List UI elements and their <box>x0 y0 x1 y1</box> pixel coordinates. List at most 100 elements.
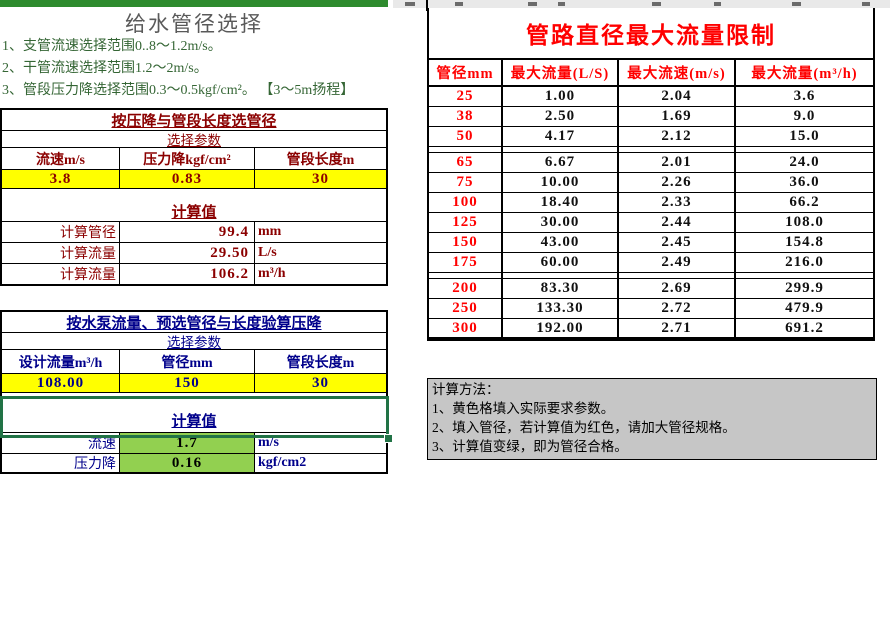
spacer-row <box>2 188 386 201</box>
calc-value: 99.4 <box>119 222 254 242</box>
limit-cell: 200 <box>452 280 478 296</box>
limit-col-header-maxvelocity: 最大流速(m/s) <box>617 60 734 85</box>
calc-unit: m³/h <box>254 264 386 284</box>
limit-cell: 299.9 <box>734 279 873 298</box>
limit-cell: 43.00 <box>501 233 617 252</box>
green-selection-bar <box>0 0 388 7</box>
limit-cell: 2.01 <box>617 153 734 172</box>
limit-cell: 133.30 <box>501 299 617 318</box>
limit-gap-row <box>429 273 873 279</box>
calc-flow-ls-row: 计算流量 29.50 L/s <box>2 242 386 263</box>
limit-row: 200 83.30 2.69 299.9 <box>429 279 873 299</box>
limit-cell: 1.00 <box>501 87 617 106</box>
limit-cell: 2.50 <box>501 107 617 126</box>
calc-pressure-row: 压力降 0.16 kgf/cm2 <box>2 453 386 472</box>
limit-row: 175 60.00 2.49 216.0 <box>429 253 873 273</box>
table-title: 按水泵流量、预选管径与长度验算压降 <box>66 315 322 332</box>
limit-cell: 6.67 <box>501 153 617 172</box>
limit-cell: 24.0 <box>734 153 873 172</box>
limit-cell-empty <box>617 273 734 278</box>
limit-cell: 2.72 <box>617 299 734 318</box>
limit-cell: 2.45 <box>617 233 734 252</box>
calc-unit: mm <box>254 222 386 242</box>
limit-cell: 65 <box>456 154 474 170</box>
limit-row: 50 4.17 2.12 15.0 <box>429 127 873 147</box>
col-header-velocity: 流速m/s <box>36 152 85 168</box>
calc-value: 29.50 <box>119 243 254 263</box>
method-box: 计算方法： 1、黄色格填入实际要求参数。 2、填入管径，若计算值为红色，请加大管… <box>427 378 877 460</box>
limit-cell-empty <box>734 147 873 152</box>
limit-cell: 250 <box>452 300 478 316</box>
calc-velocity-row: 流速 1.7 m/s <box>2 432 386 453</box>
calc-label: 计算流量 <box>60 247 116 262</box>
table-title: 按压降与管段长度选管径 <box>111 113 277 130</box>
limit-cell: 18.40 <box>501 193 617 212</box>
page-title: 给水管径选择 <box>125 12 263 36</box>
limit-cell: 2.33 <box>617 193 734 212</box>
col-header-length: 管段长度m <box>254 148 386 169</box>
col-header-length: 管段长度m <box>254 350 386 373</box>
input-design-flow[interactable]: 108.00 <box>2 374 119 392</box>
calc-title: 计算值 <box>2 392 386 432</box>
param-subtitle: 选择参数 <box>2 130 386 148</box>
limit-cell-empty <box>429 147 501 152</box>
input-length[interactable]: 30 <box>254 170 386 188</box>
header-row: 设计流量m³/h 管径mm 管段长度m <box>2 349 386 373</box>
notes-block: 1、支管流速选择范围0..8～1.2m/s。 2、干管流速选择范围1.2～2m/… <box>2 36 354 102</box>
input-pressure-drop[interactable]: 0.83 <box>119 170 254 188</box>
limit-cell-empty <box>734 273 873 278</box>
limit-cell: 38 <box>456 108 474 124</box>
calc-diameter-row: 计算管径 99.4 mm <box>2 221 386 242</box>
limit-cell: 150 <box>452 234 478 250</box>
limit-cell: 30.00 <box>501 213 617 232</box>
limit-cell: 3.6 <box>734 87 873 106</box>
table-border-artifact <box>426 0 428 11</box>
limit-cell: 175 <box>452 254 478 270</box>
limit-cell: 50 <box>456 128 474 144</box>
note-line-1: 1、支管流速选择范围0..8～1.2m/s。 <box>2 39 222 54</box>
limit-row: 300 192.00 2.71 691.2 <box>429 319 873 339</box>
limit-cell: 479.9 <box>734 299 873 318</box>
calc-flow-m3h-row: 计算流量 106.2 m³/h <box>2 263 386 284</box>
limit-cell: 125 <box>452 214 478 230</box>
method-item-3: 3、计算值变绿，即为管径合格。 <box>432 439 628 454</box>
limit-gap-row <box>429 147 873 153</box>
col-header-design-flow: 设计流量m³/h <box>18 355 103 371</box>
strip-mark <box>528 2 537 6</box>
calc-label: 压力降 <box>74 457 116 472</box>
input-velocity[interactable]: 3.8 <box>2 170 119 188</box>
input-diameter[interactable]: 150 <box>119 374 254 392</box>
input-length[interactable]: 30 <box>254 374 386 392</box>
limit-col-header-maxflow-m3h: 最大流量(m³/h) <box>734 60 873 85</box>
limit-cell: 108.0 <box>734 213 873 232</box>
limit-row: 38 2.50 1.69 9.0 <box>429 107 873 127</box>
limit-cell: 2.12 <box>617 127 734 146</box>
header-row: 流速m/s 压力降kgf/cm² 管段长度m <box>2 147 386 169</box>
limit-cell: 2.44 <box>617 213 734 232</box>
calc-label: 流速 <box>88 437 116 452</box>
param-subtitle: 选择参数 <box>2 332 386 350</box>
limit-cell: 75 <box>456 174 474 190</box>
limit-cell: 2.04 <box>617 87 734 106</box>
limit-col-header-diameter: 管径mm <box>436 66 494 82</box>
max-flow-limit-table: 管路直径最大流量限制 管径mm 最大流量(L/S) 最大流速(m/s) 最大流量… <box>427 8 875 341</box>
col-header-pressure-drop: 压力降kgf/cm² <box>119 148 254 169</box>
method-item-1: 1、黄色格填入实际要求参数。 <box>432 401 615 416</box>
limit-cell: 216.0 <box>734 253 873 272</box>
limit-cell-empty <box>501 273 617 278</box>
selection-fill-handle <box>384 434 393 443</box>
limit-cell: 10.00 <box>501 173 617 192</box>
limit-cell: 4.17 <box>501 127 617 146</box>
cropped-row-strip <box>393 0 890 8</box>
limit-cell: 36.0 <box>734 173 873 192</box>
strip-mark <box>862 2 870 6</box>
limit-cell: 15.0 <box>734 127 873 146</box>
method-item-2: 2、填入管径，若计算值为红色，请加大管径规格。 <box>432 420 736 435</box>
limit-col-header-maxflow-ls: 最大流量(L/S) <box>501 60 617 85</box>
input-row: 108.00 150 30 <box>2 373 386 392</box>
limit-cell-empty <box>617 147 734 152</box>
calc-pressure-value: 0.16 <box>119 454 254 472</box>
strip-mark <box>792 2 801 6</box>
limit-row: 75 10.00 2.26 36.0 <box>429 173 873 193</box>
